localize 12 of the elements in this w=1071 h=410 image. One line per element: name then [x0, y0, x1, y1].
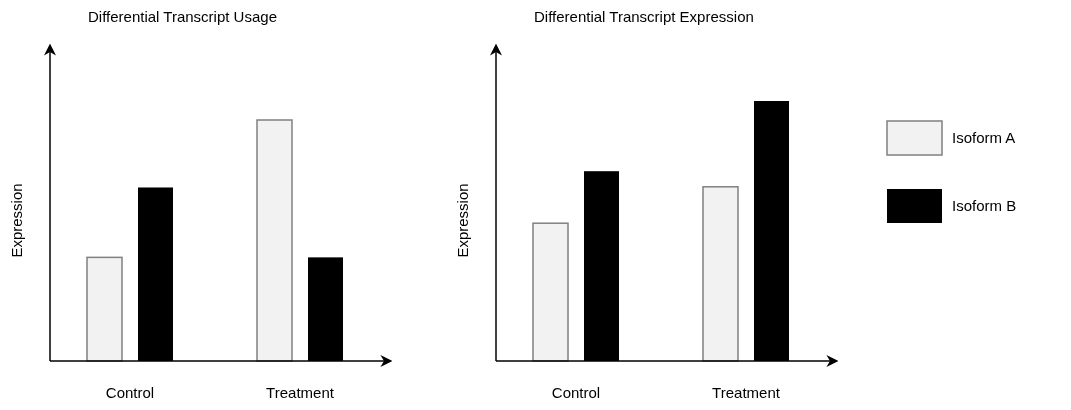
x-tick-label: Treatment [266, 384, 335, 401]
y-axis-title: Expression [8, 183, 25, 258]
chart-title: Differential Transcript Usage [88, 8, 277, 25]
chart-title: Differential Transcript Expression [534, 8, 754, 25]
bar [702, 186, 739, 362]
bar [532, 222, 569, 362]
x-tick-label: Treatment [712, 384, 781, 401]
x-tick-label: Control [551, 384, 601, 401]
legend-label: Isoform A [952, 129, 1016, 146]
y-axis-title: Expression [454, 183, 471, 258]
legend-label: Isoform B [952, 197, 1017, 214]
x-tick-label: Control [105, 384, 155, 401]
